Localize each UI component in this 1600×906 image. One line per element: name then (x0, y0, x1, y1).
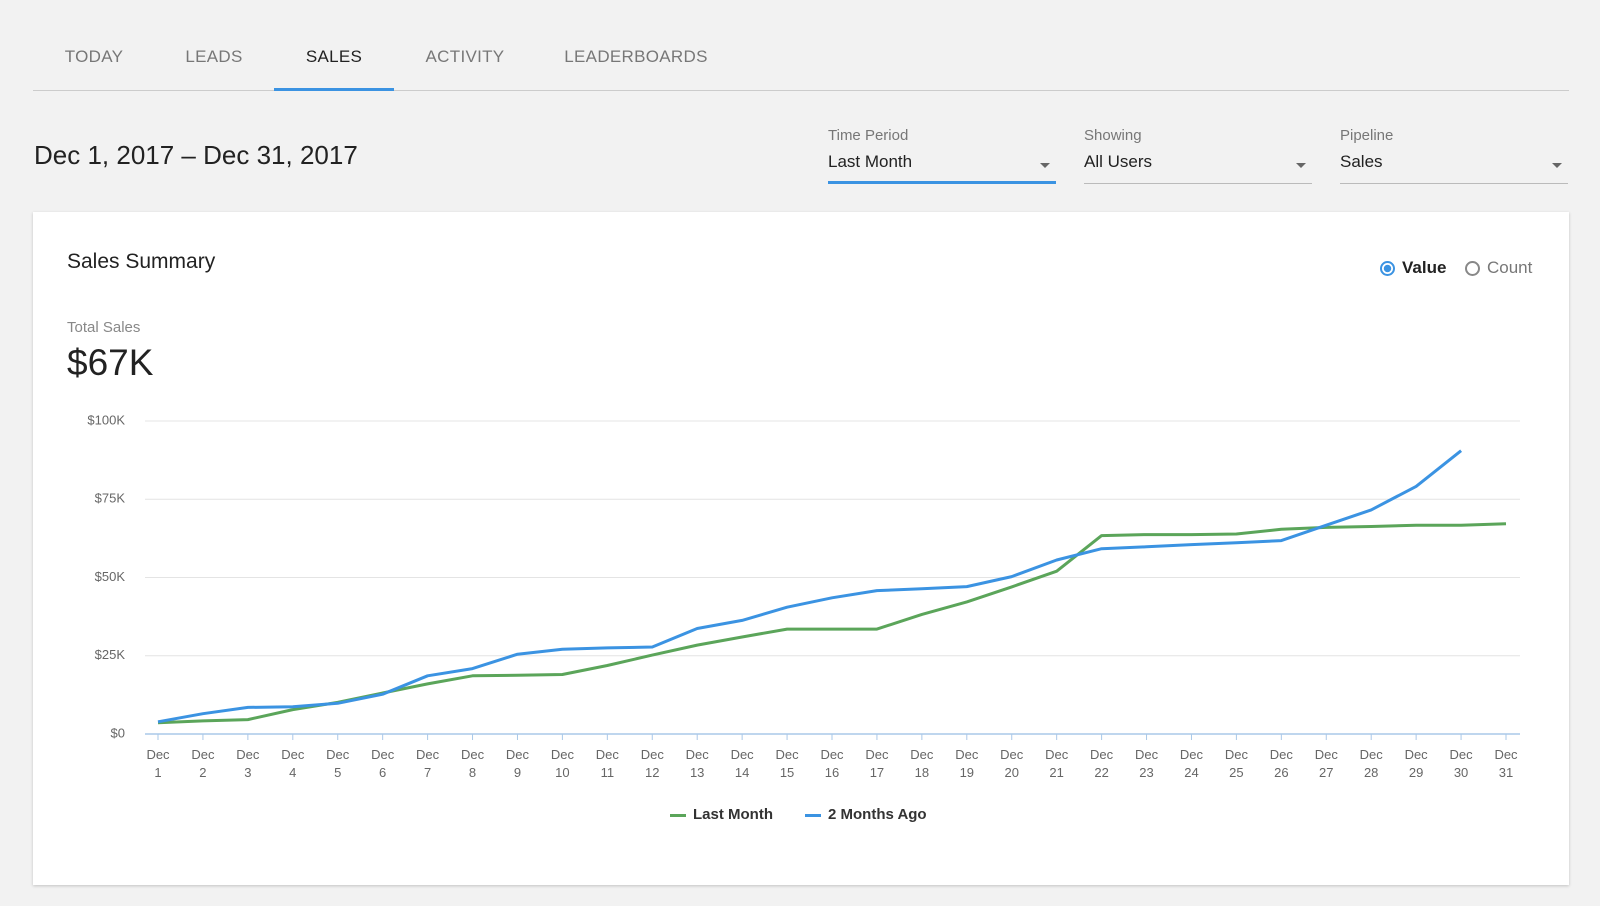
filter-label: Pipeline (1340, 127, 1394, 144)
x-tick-label: Dec 30 (1449, 747, 1473, 780)
tab-divider (33, 90, 1569, 91)
tab[interactable]: LEADS (185, 47, 243, 66)
tab[interactable]: LEADERBOARDS (564, 47, 708, 66)
card-title: Sales Summary (67, 250, 216, 273)
filter-value[interactable]: Last Month (828, 152, 913, 171)
x-tick-label: Dec 11 (595, 747, 619, 780)
radio-label[interactable]: Value (1402, 258, 1447, 277)
x-tick-label: Dec 31 (1494, 747, 1518, 780)
x-tick-label: Dec 3 (236, 747, 260, 780)
x-tick-label: Dec 25 (1224, 747, 1248, 780)
x-tick-label: Dec 5 (326, 747, 350, 780)
x-tick-label: Dec 10 (550, 747, 574, 780)
line-series (157, 449, 1463, 724)
legend-swatch (805, 814, 821, 817)
x-tick-label: Dec 9 (505, 747, 530, 780)
x-tick-label: Dec 8 (460, 747, 485, 780)
x-tick-label: Dec 14 (730, 747, 754, 780)
y-tick-label: $25K (95, 647, 126, 662)
filter-value[interactable]: Sales (1340, 152, 1383, 171)
x-tick-label: Dec 19 (955, 747, 979, 780)
filter-value[interactable]: All Users (1084, 152, 1153, 171)
legend-label[interactable]: 2 Months Ago (828, 806, 927, 823)
x-tick-label: Dec 17 (865, 747, 889, 780)
x-tick-label: Dec 26 (1269, 747, 1293, 780)
filter-underline (1084, 183, 1312, 184)
radio[interactable] (1380, 261, 1395, 276)
x-tick-label: Dec 21 (1045, 747, 1069, 780)
total-label: Total Sales (67, 319, 141, 336)
y-tick-label: $100K (87, 412, 125, 427)
date-range: Dec 1, 2017 – Dec 31, 2017 (34, 140, 358, 170)
y-tick-label: $50K (95, 569, 126, 584)
x-tick-label: Dec 15 (775, 747, 799, 780)
tab[interactable]: SALES (305, 47, 363, 66)
x-tick-label: Dec 6 (371, 747, 395, 780)
dropdown-arrow (1296, 163, 1306, 168)
tab[interactable]: TODAY (64, 47, 124, 66)
x-tick-label: Dec 7 (416, 747, 440, 780)
x-tick-label: Dec 29 (1404, 747, 1428, 780)
line-series (157, 522, 1507, 725)
dropdown-arrow (1040, 163, 1050, 168)
x-tick-label: Dec 13 (685, 747, 709, 780)
x-tick-label: Dec 4 (281, 747, 305, 780)
tab[interactable]: ACTIVITY (425, 47, 505, 66)
filter-label: Showing (1084, 127, 1142, 144)
x-tick-label: Dec 27 (1314, 747, 1338, 780)
legend-swatch (670, 814, 686, 817)
tab-indicator (274, 88, 394, 91)
x-tick-label: Dec 20 (1000, 747, 1024, 780)
x-tick-label: Dec 12 (640, 747, 664, 780)
x-tick-label: Dec 23 (1134, 747, 1159, 780)
card (33, 212, 1569, 885)
x-tick-label: Dec 1 (146, 747, 170, 780)
x-tick-label: Dec 24 (1179, 747, 1204, 780)
radio[interactable] (1465, 261, 1480, 276)
radio-label[interactable]: Count (1487, 258, 1533, 277)
filter-underline (1340, 183, 1568, 184)
x-tick-label: Dec 18 (910, 747, 934, 780)
y-tick-label: $75K (95, 491, 126, 506)
y-tick-label: $0 (111, 725, 125, 740)
filter-underline (828, 181, 1056, 184)
filter-label: Time Period (828, 127, 909, 144)
x-tick-label: Dec 16 (820, 747, 844, 780)
legend-label[interactable]: Last Month (693, 806, 773, 823)
x-tick-label: Dec 28 (1359, 747, 1383, 780)
total-value: $67K (67, 342, 154, 383)
dropdown-arrow (1552, 163, 1562, 168)
x-tick-label: Dec 22 (1090, 747, 1114, 780)
x-tick-label: Dec 2 (191, 747, 215, 780)
